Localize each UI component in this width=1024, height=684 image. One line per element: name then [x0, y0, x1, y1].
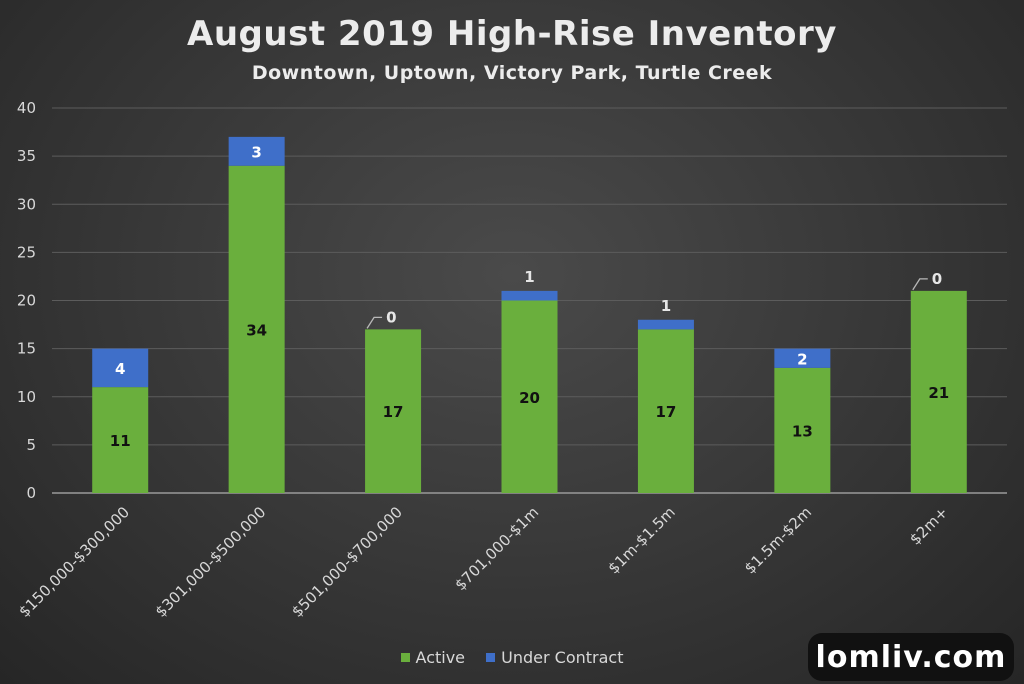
chart-title: August 2019 High-Rise Inventory: [187, 14, 837, 54]
bar-active: [365, 329, 422, 493]
bar-active: [910, 290, 967, 493]
x-tick-label: $701,000-$1m: [451, 503, 542, 594]
x-tick-label: $150,000-$300,000: [15, 503, 133, 621]
leader-line: [912, 278, 928, 291]
x-tick-label: $301,000-$500,000: [152, 503, 270, 621]
data-label-under-contract: 3: [251, 143, 261, 161]
y-tick-label: 35: [17, 147, 36, 165]
data-label-under-contract: 4: [115, 360, 125, 378]
y-tick-label: 25: [17, 243, 36, 261]
legend-label-active: Active: [415, 648, 466, 667]
legend: Active Under Contract: [0, 647, 1024, 667]
x-tick-label: $1m-$1.5m: [604, 503, 678, 577]
bar-active: [92, 387, 149, 493]
x-tick-label: $2m+: [906, 503, 951, 548]
data-label-active: 34: [246, 321, 267, 339]
bar-active: [228, 165, 285, 493]
leader-line: [366, 316, 383, 329]
y-tick-label: 15: [17, 340, 36, 358]
chart: 0510152025303540114$150,000-$300,000343$…: [15, 99, 1007, 621]
legend-item-under-contract: Under Contract: [486, 648, 623, 667]
bar-under-contract: [501, 290, 558, 301]
data-label-under-contract: 2: [797, 350, 807, 368]
bar-active: [637, 329, 694, 493]
x-tick-label: $501,000-$700,000: [288, 503, 406, 621]
data-label-active: 20: [519, 389, 540, 407]
x-tick-label: $1.5m-$2m: [741, 503, 815, 577]
bar-under-contract: [92, 348, 149, 388]
data-label-under-contract: 0: [932, 270, 942, 288]
legend-swatch-active: [400, 653, 410, 662]
chart-subtitle: Downtown, Uptown, Victory Park, Turtle C…: [251, 62, 773, 84]
y-tick-label: 20: [17, 292, 36, 310]
legend-label-under-contract: Under Contract: [501, 648, 624, 667]
bar-under-contract: [228, 136, 285, 166]
legend-item-active: Active: [400, 648, 466, 667]
bar-under-contract: [774, 348, 831, 368]
bar-active: [774, 367, 831, 493]
data-label-under-contract: 0: [386, 308, 396, 326]
y-tick-label: 40: [17, 99, 36, 117]
data-label-active: 11: [110, 432, 131, 450]
y-tick-label: 5: [26, 436, 36, 454]
data-label-active: 17: [383, 403, 404, 421]
y-tick-label: 10: [17, 388, 36, 406]
data-label-active: 17: [655, 403, 676, 421]
bar-under-contract: [637, 319, 694, 330]
data-label-under-contract: 1: [661, 297, 671, 315]
data-label-active: 21: [928, 384, 949, 402]
bar-active: [501, 300, 558, 493]
watermark-logo: lomliv.com: [808, 633, 1014, 681]
data-label-active: 13: [792, 422, 813, 440]
y-tick-label: 0: [26, 484, 36, 502]
data-label-under-contract: 1: [524, 268, 534, 286]
legend-swatch-under-contract: [486, 653, 496, 662]
y-tick-label: 30: [17, 195, 36, 213]
